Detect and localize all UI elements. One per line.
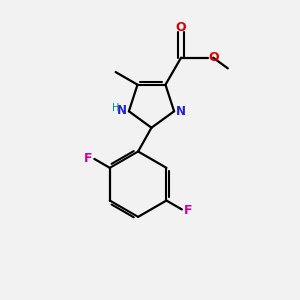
Text: N: N [117,104,127,117]
Text: O: O [208,51,219,64]
Text: N: N [176,105,186,118]
Text: O: O [176,21,186,34]
Text: H: H [112,103,119,113]
Text: F: F [84,152,92,165]
Text: F: F [184,204,193,218]
